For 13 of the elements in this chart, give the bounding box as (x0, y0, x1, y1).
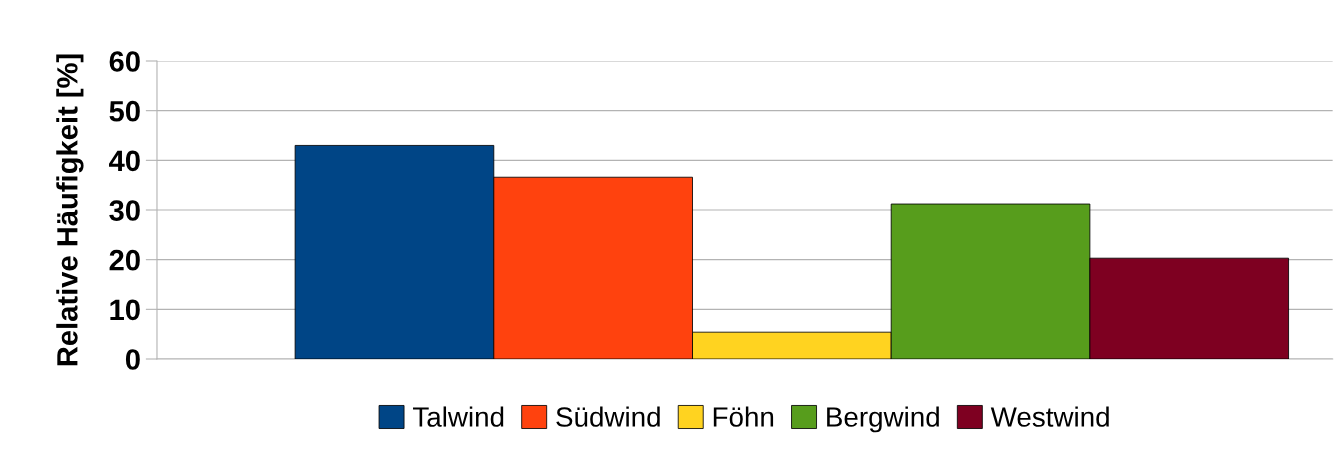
y-tick-label: 40 (109, 150, 140, 172)
y-tick-label: 20 (109, 249, 140, 271)
legend-label: Föhn (713, 406, 774, 427)
y-tick-label: 60 (109, 51, 140, 72)
legend-label: Talwind (413, 406, 504, 427)
legend-label: Westwind (990, 406, 1109, 427)
legend-label: Bergwind (827, 406, 939, 433)
y-axis-title: Relative Häufigkeit [%] (56, 54, 84, 366)
y-tick-label: 50 (109, 100, 140, 122)
y-tick-label: 0 (125, 349, 140, 370)
y-tick-label: 10 (110, 299, 140, 321)
y-tick-label: 30 (109, 200, 140, 221)
legend-label: Südwind (556, 406, 660, 427)
